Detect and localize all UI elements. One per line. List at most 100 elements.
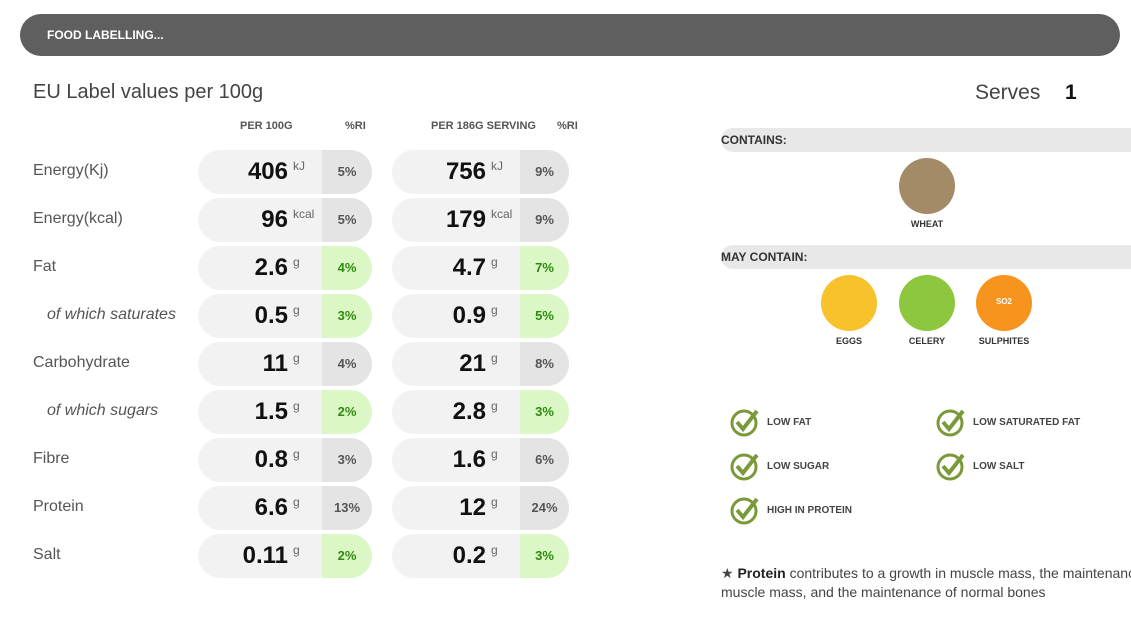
ri-value: 8% bbox=[520, 342, 569, 386]
serves-label: Serves bbox=[975, 81, 1041, 104]
footnote-text: contributes to a growth in muscle mass, … bbox=[789, 565, 1131, 581]
value-pill: 96 kcal 5% bbox=[198, 198, 372, 242]
nutrient-value: 4.7 bbox=[452, 254, 486, 281]
allergen-icon bbox=[899, 158, 955, 214]
nutrient-value: 179 bbox=[445, 206, 486, 233]
column-header: PER 186G SERVING bbox=[431, 120, 536, 132]
nutrient-value: 0.5 bbox=[254, 302, 288, 329]
unit: g bbox=[293, 303, 300, 317]
ri-value: 4% bbox=[322, 342, 372, 386]
claim-text: HIGH IN PROTEIN bbox=[767, 505, 853, 516]
unit: kcal bbox=[293, 207, 315, 221]
check-icon bbox=[936, 453, 965, 481]
unit: kJ bbox=[293, 159, 305, 173]
footnote-line: ★ Protein contributes to a growth in mus… bbox=[721, 565, 1131, 582]
ri-value: 5% bbox=[322, 198, 372, 242]
allergen-icon bbox=[899, 275, 955, 331]
claim-text: LOW FAT bbox=[767, 417, 812, 428]
footnote-term: Protein bbox=[737, 565, 786, 581]
ri-value: 5% bbox=[520, 294, 569, 338]
allergen-label: CELERY bbox=[908, 336, 946, 346]
footnote-line: muscle mass, and the maintenance of norm… bbox=[721, 584, 1046, 600]
value-pill: 756 kJ 9% bbox=[392, 150, 569, 194]
nutrient-value: 0.2 bbox=[452, 542, 486, 569]
value-pill: 406 kJ 5% bbox=[198, 150, 372, 194]
unit: g bbox=[293, 543, 300, 557]
check-icon bbox=[730, 453, 759, 481]
ri-value: 9% bbox=[520, 150, 569, 194]
label-title: EU Label values per 100g bbox=[33, 81, 264, 103]
value-pill: 2.6 g 4% bbox=[198, 246, 372, 290]
ri-value: 7% bbox=[520, 246, 569, 290]
unit: g bbox=[293, 351, 300, 365]
unit: g bbox=[491, 543, 498, 557]
claim-text: LOW SUGAR bbox=[767, 461, 830, 472]
value-pill: 4.7 g 7% bbox=[392, 246, 569, 290]
allergen-icon: SO2 bbox=[976, 275, 1032, 331]
claim-text: LOW SALT bbox=[973, 461, 1025, 472]
nutrient-value: 756 bbox=[445, 158, 486, 185]
unit: g bbox=[491, 255, 498, 269]
nutrient-name: of which saturates bbox=[47, 306, 176, 323]
nutrient-value: 6.6 bbox=[254, 494, 288, 521]
nutrient-value: 21 bbox=[459, 350, 486, 377]
unit: g bbox=[293, 255, 300, 269]
value-pill: 179 kcal 9% bbox=[392, 198, 569, 242]
check-icon bbox=[730, 497, 759, 525]
ri-value: 3% bbox=[322, 294, 372, 338]
header-bar: FOOD LABELLING... bbox=[20, 14, 1120, 56]
nutrient-value: 96 bbox=[261, 206, 288, 233]
column-header: %RI bbox=[345, 120, 366, 132]
value-pill: 6.6 g 13% bbox=[198, 486, 372, 530]
value-pill: 1.6 g 6% bbox=[392, 438, 569, 482]
nutrient-value: 12 bbox=[459, 494, 486, 521]
unit: g bbox=[293, 495, 300, 509]
nutrient-name: Energy(kcal) bbox=[33, 210, 123, 227]
nutrient-value: 2.6 bbox=[254, 254, 288, 281]
nutrient-name: Carbohydrate bbox=[33, 354, 130, 371]
contains-bar: CONTAINS: bbox=[721, 128, 1131, 152]
header-title: FOOD LABELLING... bbox=[47, 28, 164, 42]
value-pill: 1.5 g 2% bbox=[198, 390, 372, 434]
icon-text: SO2 bbox=[995, 297, 1012, 306]
nutrient-value: 0.11 bbox=[242, 542, 288, 569]
value-pill: 21 g 8% bbox=[392, 342, 569, 386]
ri-value: 13% bbox=[322, 486, 372, 530]
ri-value: 2% bbox=[322, 534, 372, 578]
unit: g bbox=[293, 399, 300, 413]
value-pill: 2.8 g 3% bbox=[392, 390, 569, 434]
unit: g bbox=[491, 495, 498, 509]
ri-value: 3% bbox=[520, 534, 569, 578]
unit: g bbox=[491, 399, 498, 413]
contains-title: CONTAINS: bbox=[721, 133, 787, 147]
ri-value: 4% bbox=[322, 246, 372, 290]
nutrient-name: of which sugars bbox=[47, 402, 159, 419]
nutrient-value: 11 bbox=[262, 350, 288, 377]
ri-value: 2% bbox=[322, 390, 372, 434]
nutrient-value: 1.5 bbox=[254, 398, 288, 425]
may-contain-bar: MAY CONTAIN: bbox=[721, 245, 1131, 269]
ri-value: 24% bbox=[520, 486, 569, 530]
allergen-label: SULPHITES bbox=[978, 336, 1030, 346]
nutrient-value: 2.8 bbox=[452, 398, 486, 425]
unit: g bbox=[491, 447, 498, 461]
unit: kcal bbox=[491, 207, 513, 221]
value-pill: 0.2 g 3% bbox=[392, 534, 569, 578]
check-icon bbox=[730, 409, 759, 437]
unit: kJ bbox=[491, 159, 503, 173]
column-header: %RI bbox=[557, 120, 578, 132]
nutrient-name: Fat bbox=[33, 258, 57, 275]
claim-text: LOW SATURATED FAT bbox=[973, 417, 1081, 428]
allergen-label: EGGS bbox=[835, 336, 862, 346]
ri-value: 3% bbox=[322, 438, 372, 482]
nutrient-name: Protein bbox=[33, 498, 84, 515]
value-pill: 0.11 g 2% bbox=[198, 534, 372, 578]
ri-value: 6% bbox=[520, 438, 569, 482]
may-contain-title: MAY CONTAIN: bbox=[721, 250, 808, 264]
nutrient-name: Energy(Kj) bbox=[33, 162, 109, 179]
nutrient-value: 1.6 bbox=[452, 446, 486, 473]
serves-value[interactable]: 1 bbox=[1065, 81, 1077, 104]
check-icon bbox=[936, 409, 965, 437]
value-pill: 11 g 4% bbox=[198, 342, 372, 386]
